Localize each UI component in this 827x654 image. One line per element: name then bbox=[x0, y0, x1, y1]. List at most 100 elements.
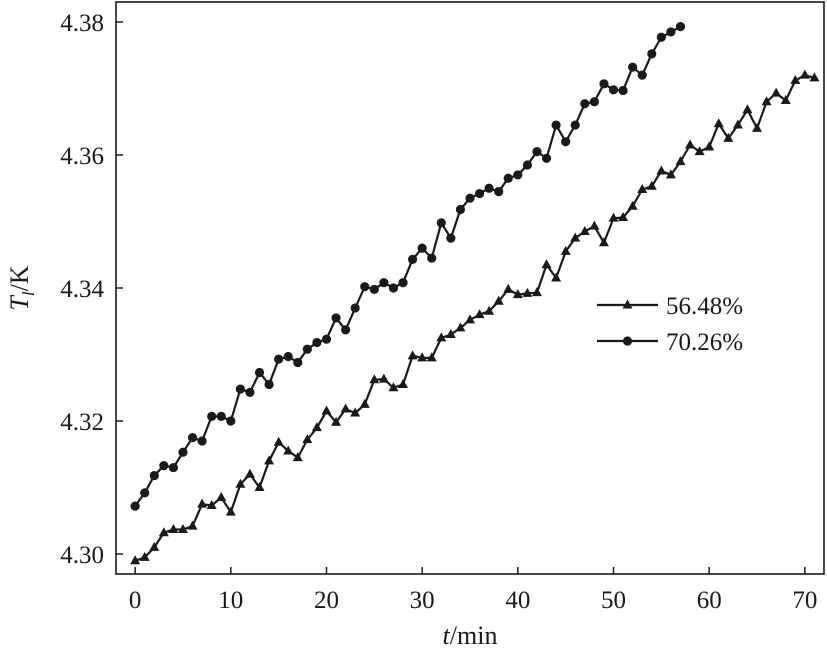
data-point-triangle bbox=[637, 184, 648, 194]
data-point-triangle bbox=[761, 96, 772, 106]
data-point-triangle bbox=[503, 283, 514, 293]
data-point-triangle bbox=[723, 132, 734, 142]
x-tick-label: 60 bbox=[697, 587, 722, 614]
data-point-circle bbox=[608, 85, 619, 95]
data-point-triangle bbox=[302, 434, 313, 444]
data-point-circle bbox=[398, 278, 408, 288]
data-point-circle bbox=[465, 193, 475, 203]
data-point-circle bbox=[417, 243, 427, 253]
data-point-triangle bbox=[417, 352, 428, 362]
data-point-circle bbox=[570, 120, 580, 130]
data-point-triangle bbox=[694, 146, 705, 156]
data-point-triangle bbox=[398, 378, 409, 388]
data-point-triangle bbox=[656, 165, 667, 175]
data-point-triangle bbox=[465, 314, 475, 324]
data-point-triangle bbox=[809, 72, 820, 82]
data-point-triangle bbox=[455, 322, 466, 332]
data-point-circle bbox=[216, 411, 226, 421]
legend-label-70-26: 70.26% bbox=[666, 329, 743, 356]
data-point-circle bbox=[207, 411, 217, 421]
data-point-triangle bbox=[570, 232, 581, 242]
data-point-triangle bbox=[311, 422, 322, 432]
data-point-circle bbox=[245, 387, 255, 398]
data-point-circle bbox=[302, 344, 312, 354]
data-point-triangle bbox=[752, 122, 763, 132]
x-tick-label: 10 bbox=[218, 587, 243, 614]
data-point-triangle bbox=[168, 523, 179, 533]
data-point-circle bbox=[264, 379, 274, 390]
data-point-triangle bbox=[474, 309, 485, 319]
data-point-circle bbox=[331, 313, 341, 323]
data-point-circle bbox=[580, 99, 590, 109]
data-point-circle bbox=[187, 433, 198, 443]
data-point-circle bbox=[140, 488, 150, 498]
data-point-triangle bbox=[158, 527, 169, 537]
data-point-triangle bbox=[551, 272, 562, 282]
data-point-triangle bbox=[139, 551, 150, 561]
data-point-triangle bbox=[685, 139, 696, 149]
data-point-circle bbox=[130, 501, 140, 511]
data-point-triangle bbox=[627, 200, 638, 210]
data-point-triangle bbox=[197, 498, 208, 508]
data-point-circle bbox=[647, 49, 657, 59]
data-point-triangle bbox=[742, 104, 753, 114]
data-point-triangle bbox=[331, 416, 342, 426]
legend: 56.48% 70.26% bbox=[597, 293, 743, 356]
data-point-circle bbox=[446, 233, 456, 243]
data-point-triangle bbox=[264, 455, 275, 465]
data-point-circle bbox=[254, 367, 265, 378]
data-point-circle bbox=[666, 27, 676, 37]
data-point-triangle bbox=[216, 492, 227, 502]
data-point-circle bbox=[235, 384, 245, 394]
x-tick-label: 50 bbox=[601, 587, 626, 614]
data-point-circle bbox=[513, 170, 523, 180]
data-point-triangle bbox=[225, 506, 236, 516]
data-point-triangle bbox=[378, 373, 389, 383]
data-point-circle bbox=[551, 120, 561, 130]
data-point-triangle bbox=[340, 403, 351, 413]
data-point-circle bbox=[427, 253, 437, 263]
data-point-triangle bbox=[254, 482, 265, 492]
legend-entry-70-26: 70.26% bbox=[597, 329, 743, 356]
data-point-circle bbox=[341, 325, 351, 335]
data-point-triangle bbox=[579, 225, 590, 235]
data-point-triangle bbox=[436, 332, 447, 342]
y-axis-title-subscript: l bbox=[19, 291, 38, 296]
y-tick-label: 4.36 bbox=[60, 143, 104, 170]
legend-label-56-48: 56.48% bbox=[666, 293, 743, 320]
data-point-circle bbox=[637, 70, 647, 80]
x-axis-title: t/min bbox=[443, 621, 498, 650]
data-point-triangle bbox=[149, 541, 160, 551]
data-point-triangle bbox=[541, 259, 552, 269]
data-point-circle bbox=[522, 160, 533, 170]
data-point-circle bbox=[599, 79, 609, 89]
data-point-circle bbox=[379, 278, 389, 288]
data-point-triangle bbox=[130, 555, 141, 565]
series-layer bbox=[130, 22, 820, 565]
data-point-circle bbox=[312, 337, 322, 348]
data-point-circle bbox=[436, 218, 446, 228]
data-point-triangle bbox=[187, 520, 198, 530]
data-point-triangle bbox=[522, 287, 533, 297]
legend-marker-circle bbox=[622, 336, 633, 346]
data-point-circle bbox=[149, 470, 159, 481]
data-point-circle bbox=[283, 351, 293, 362]
data-point-triangle bbox=[598, 237, 609, 247]
data-point-triangle bbox=[493, 295, 504, 305]
data-point-triangle bbox=[244, 468, 255, 478]
data-point-triangle bbox=[484, 305, 495, 315]
data-point-triangle bbox=[407, 350, 418, 360]
data-point-triangle bbox=[675, 156, 686, 166]
data-point-triangle bbox=[531, 287, 542, 297]
data-point-circle bbox=[455, 204, 466, 215]
series-line bbox=[134, 25, 682, 507]
data-point-triangle bbox=[292, 452, 303, 462]
x-axis-title-symbol: t bbox=[443, 621, 451, 650]
data-point-triangle bbox=[618, 212, 629, 221]
x-tick-label: 0 bbox=[129, 587, 142, 614]
data-point-circle bbox=[360, 282, 370, 292]
series-70-26- bbox=[130, 22, 686, 511]
x-tick-label: 20 bbox=[314, 587, 339, 614]
data-point-triangle bbox=[283, 445, 294, 455]
data-point-circle bbox=[197, 436, 207, 446]
